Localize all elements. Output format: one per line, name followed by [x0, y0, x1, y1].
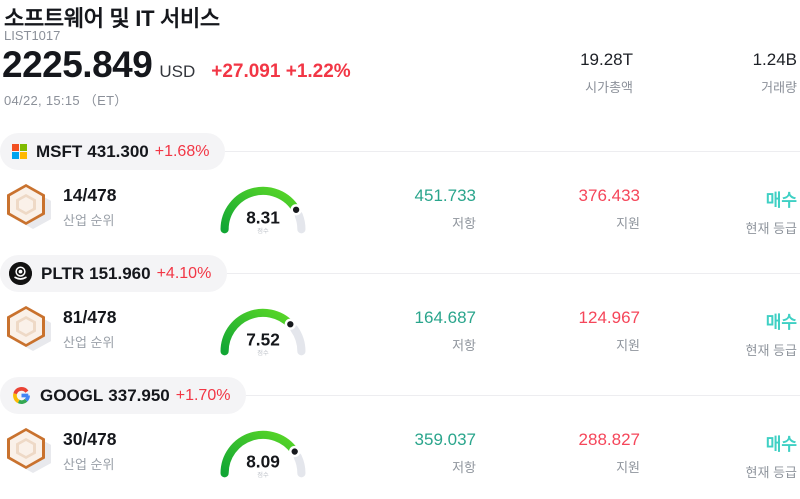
- svg-text:점수: 점수: [257, 228, 269, 235]
- resistance-label: 저항: [452, 216, 476, 231]
- currency-label: USD: [159, 62, 196, 81]
- score-gauge: 8.09 점수: [215, 424, 311, 486]
- stock-section-pltr: PLTR 151.960 +4.10% 81/478 산업 순위 7.52 점수 …: [0, 255, 800, 377]
- rating-label: 현재 등급: [745, 343, 797, 358]
- industry-rank: 30/478: [63, 428, 117, 449]
- rating-value: 매수: [765, 191, 797, 210]
- resistance-cell: 164.687 저항: [336, 302, 476, 354]
- list-id: LIST1017: [4, 28, 61, 43]
- score-gauge-cell: 8.09 점수: [190, 424, 336, 486]
- score-gauge-cell: 8.31 점수: [190, 180, 336, 242]
- rating-cell: 매수 현재 등급: [640, 302, 800, 359]
- rating-value: 매수: [765, 435, 797, 454]
- score-gauge: 8.31 점수: [215, 180, 311, 242]
- score-gauge: 7.52 점수: [215, 302, 311, 364]
- ticker-pill-googl[interactable]: GOOGL 337.950 +1.70%: [0, 377, 247, 414]
- svg-text:8.31: 8.31: [246, 207, 280, 227]
- ticker-symbol: MSFT: [36, 141, 83, 161]
- resistance-label: 저항: [452, 460, 476, 475]
- rank-badge-icon: [5, 305, 52, 352]
- ticker-pill-msft[interactable]: MSFT 431.300 +1.68%: [0, 133, 226, 170]
- support-value: 124.967: [578, 308, 640, 327]
- ticker-price: 151.960: [89, 263, 151, 283]
- rank-badge-icon: [5, 427, 52, 474]
- industry-rank-label: 산업 순위: [63, 334, 115, 350]
- support-label: 지원: [616, 460, 640, 475]
- stock-data-row: 81/478 산업 순위 7.52 점수 164.687 저항 124.967 지…: [0, 302, 800, 374]
- ticker-change: +4.10%: [156, 264, 212, 282]
- ticker-symbol: PLTR: [41, 263, 85, 283]
- industry-rank-label: 산업 순위: [63, 456, 115, 472]
- industry-rank-label: 산업 순위: [63, 212, 115, 228]
- quote-datetime: 04/22, 15:15 （ET）: [4, 93, 128, 108]
- rating-value: 매수: [765, 313, 797, 332]
- ticker-pill-row: PLTR 151.960 +4.10%: [0, 255, 800, 292]
- rank-badge-icon: [5, 183, 52, 230]
- stock-section-googl: GOOGL 337.950 +1.70% 30/478 산업 순위 8.09 점수…: [0, 377, 800, 499]
- volume-label: 거래량: [761, 80, 797, 95]
- ticker-change: +1.68%: [154, 142, 210, 160]
- google-logo-icon: [13, 387, 30, 404]
- rating-cell: 매수 현재 등급: [640, 180, 800, 237]
- svg-text:7.52: 7.52: [246, 329, 280, 349]
- ticker-symbol: GOOGL: [40, 385, 104, 405]
- rating-label: 현재 등급: [745, 221, 797, 236]
- stock-data-row: 30/478 산업 순위 8.09 점수 359.037 저항 288.827 지…: [0, 424, 800, 496]
- page-title: 소프트웨어 및 IT 서비스: [4, 6, 220, 31]
- support-label: 지원: [616, 338, 640, 353]
- ticker-pill-pltr[interactable]: PLTR 151.960 +4.10%: [0, 255, 228, 292]
- rating-cell: 매수 현재 등급: [640, 424, 800, 481]
- industry-rank-cell: 14/478 산업 순위: [0, 180, 190, 230]
- market-cap-stat: 19.28T 시가총액: [580, 50, 633, 96]
- ticker-change: +1.70%: [175, 386, 231, 404]
- ticker-pill-row: GOOGL 337.950 +1.70%: [0, 377, 800, 414]
- ticker-price: 431.300: [87, 141, 149, 161]
- resistance-value: 164.687: [414, 308, 476, 327]
- sector-change: +27.091 +1.22%: [211, 61, 351, 82]
- resistance-cell: 359.037 저항: [336, 424, 476, 476]
- resistance-value: 451.733: [414, 186, 476, 205]
- price-line: 2225.849 USD +27.091 +1.22%: [2, 44, 351, 86]
- stock-data-row: 14/478 산업 순위 8.31 점수 451.733 저항 376.433 지…: [0, 180, 800, 252]
- ticker-price: 337.950: [108, 385, 170, 405]
- support-label: 지원: [616, 216, 640, 231]
- industry-rank: 14/478: [63, 184, 117, 205]
- resistance-value: 359.037: [414, 430, 476, 449]
- resistance-cell: 451.733 저항: [336, 180, 476, 232]
- volume-stat: 1.24B 거래량: [753, 50, 797, 96]
- svg-text:점수: 점수: [257, 350, 269, 357]
- volume-value: 1.24B: [752, 50, 797, 69]
- divider-line: [225, 151, 800, 152]
- microsoft-logo-icon: [12, 144, 27, 159]
- industry-rank-cell: 81/478 산업 순위: [0, 302, 190, 352]
- divider-line: [246, 395, 800, 396]
- rating-label: 현재 등급: [745, 465, 797, 480]
- divider-line: [227, 273, 800, 274]
- support-value: 288.827: [578, 430, 640, 449]
- support-cell: 376.433 지원: [476, 180, 640, 232]
- ticker-pill-row: MSFT 431.300 +1.68%: [0, 133, 800, 170]
- market-cap-label: 시가총액: [585, 80, 633, 95]
- palantir-logo-icon: [9, 262, 32, 285]
- support-cell: 124.967 지원: [476, 302, 640, 354]
- industry-rank-cell: 30/478 산업 순위: [0, 424, 190, 474]
- industry-rank: 81/478: [63, 306, 117, 327]
- svg-text:점수: 점수: [257, 472, 269, 479]
- market-cap-value: 19.28T: [580, 50, 633, 69]
- sector-header: 소프트웨어 및 IT 서비스 LIST1017 2225.849 USD +27…: [0, 0, 800, 133]
- sector-price: 2225.849: [2, 44, 153, 85]
- resistance-label: 저항: [452, 338, 476, 353]
- svg-text:8.09: 8.09: [246, 451, 280, 471]
- support-value: 376.433: [578, 186, 640, 205]
- support-cell: 288.827 지원: [476, 424, 640, 476]
- stock-section-msft: MSFT 431.300 +1.68% 14/478 산업 순위 8.31 점수 …: [0, 133, 800, 255]
- score-gauge-cell: 7.52 점수: [190, 302, 336, 364]
